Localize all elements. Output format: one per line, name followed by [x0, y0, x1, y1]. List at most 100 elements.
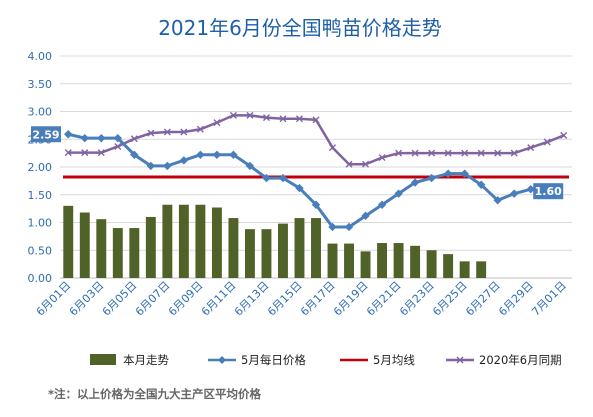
- x-tick-label: 6月13日: [232, 279, 272, 319]
- point-2020: [461, 149, 469, 157]
- point-2020: [81, 149, 89, 157]
- legend-marker: [456, 356, 464, 364]
- bar: [311, 218, 321, 278]
- point-daily: [361, 211, 370, 221]
- series-line-daily: [67, 132, 548, 229]
- bar: [211, 207, 222, 278]
- point-2020: [362, 160, 370, 168]
- x-tick-label: 6月11日: [199, 279, 239, 319]
- point-2020: [97, 149, 105, 157]
- point-daily: [377, 200, 387, 209]
- bar: [261, 229, 272, 278]
- x-tick-label: 6月05日: [100, 279, 140, 319]
- point-daily: [97, 133, 106, 143]
- y-tick-label: 1.00: [28, 217, 53, 230]
- point-2020: [411, 149, 419, 157]
- point-daily: [328, 222, 337, 232]
- chart-title: 2021年6月份全国鸭苗价格走势: [158, 16, 442, 40]
- x-tick-label: 6月15日: [265, 279, 305, 319]
- y-tick-label: 0.50: [28, 244, 53, 257]
- x-tick-label: 6月07日: [133, 279, 173, 319]
- point-2020: [295, 115, 303, 123]
- point-2020: [229, 111, 237, 119]
- point-2020: [345, 160, 353, 168]
- point-2020: [510, 149, 518, 157]
- point-2020: [196, 125, 204, 133]
- point-2020: [428, 149, 436, 157]
- point-daily: [212, 150, 222, 159]
- legend-swatch: [90, 354, 116, 365]
- point-daily: [509, 189, 519, 198]
- x-tick-label: 6月19日: [331, 279, 371, 319]
- data-label-box: [533, 183, 564, 200]
- point-daily: [526, 185, 535, 194]
- point-daily: [245, 161, 255, 171]
- data-label-box: [31, 126, 61, 143]
- legend-marker: [218, 356, 226, 364]
- point-daily: [64, 130, 73, 139]
- bar: [410, 245, 421, 278]
- bar: [162, 204, 173, 278]
- y-tick-label: 4.00: [28, 50, 53, 63]
- legend-label: 5月每日价格: [241, 353, 306, 367]
- point-daily: [179, 156, 189, 165]
- point-daily: [460, 169, 469, 178]
- data-label-annotations: 2.59 1.60: [31, 126, 564, 200]
- data-label: 2.59: [32, 128, 59, 141]
- point-daily: [80, 133, 89, 143]
- y-tick-label: 3.50: [28, 78, 53, 91]
- point-daily: [443, 169, 453, 178]
- x-tick-label: 6月17日: [298, 279, 338, 319]
- point-daily: [262, 173, 271, 183]
- point-2020: [114, 142, 122, 150]
- x-tick-labels: 6月01日6月03日6月05日6月07日6月09日6月11日6月13日6月15日…: [34, 279, 569, 319]
- grid-layer: [60, 55, 572, 279]
- footnote: *注：以上价格为全国九大主产区平均价格: [48, 387, 262, 401]
- point-2020: [64, 149, 72, 157]
- bar: [129, 228, 140, 278]
- point-2020: [378, 154, 386, 162]
- bar: [79, 212, 90, 278]
- point-2020: [312, 116, 320, 124]
- x-tick-label: 6月27日: [463, 279, 503, 319]
- point-daily: [427, 173, 436, 183]
- point-daily: [295, 183, 304, 193]
- bar: [294, 218, 305, 278]
- bar: [459, 261, 470, 278]
- point-daily: [196, 150, 205, 159]
- legend: 本月走势 5月每日价格 5月均线 2020年6月同期: [90, 353, 562, 367]
- point-2020: [494, 149, 502, 157]
- bar: [377, 243, 388, 278]
- point-2020: [395, 149, 403, 157]
- bar: [112, 228, 123, 278]
- point-2020: [279, 115, 287, 123]
- legend-label: 2020年6月同期: [479, 353, 562, 367]
- bar: [393, 243, 404, 278]
- y-tick-label: 3.00: [28, 106, 53, 119]
- point-2020: [543, 138, 551, 146]
- bar: [360, 251, 371, 278]
- y-tick-label: 0.00: [28, 272, 53, 285]
- point-2020: [130, 135, 138, 143]
- bar: [228, 218, 239, 278]
- y-tick-label: 2.00: [28, 161, 53, 174]
- x-tick-label: 6月23日: [397, 279, 437, 319]
- bar: [96, 219, 107, 278]
- y-tick-labels: 0.000.501.001.502.002.503.003.504.00: [28, 50, 53, 285]
- point-daily: [476, 180, 486, 189]
- y-tick-label: 1.50: [28, 189, 53, 202]
- x-tick-label: 6月21日: [364, 279, 404, 319]
- point-2020: [560, 131, 568, 139]
- legend-label: 5月均线: [373, 353, 415, 367]
- bar: [426, 250, 437, 278]
- data-label: 1.60: [535, 185, 562, 198]
- x-tick-label: 6月29日: [496, 279, 536, 319]
- point-daily: [410, 178, 420, 187]
- bar: [195, 204, 206, 278]
- line-series: [63, 111, 569, 232]
- point-2020: [147, 129, 155, 137]
- point-daily: [229, 150, 238, 159]
- point-2020: [246, 111, 254, 119]
- bar: [63, 205, 74, 278]
- bar: [443, 254, 454, 278]
